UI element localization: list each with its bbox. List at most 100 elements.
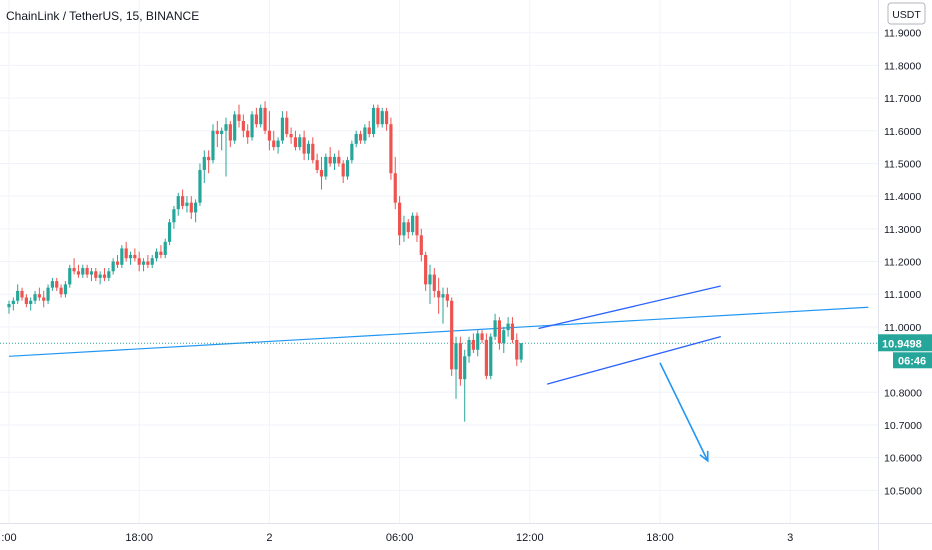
candle-body <box>246 130 250 138</box>
candle <box>402 215 406 242</box>
candle-body <box>250 114 254 138</box>
candle <box>350 140 354 164</box>
candle-body <box>315 160 319 170</box>
candle-body <box>263 107 267 131</box>
candle-body <box>445 294 449 301</box>
candle-body <box>233 114 237 141</box>
candle <box>302 130 306 161</box>
time-tick-label: 18:00 <box>646 532 674 544</box>
candle <box>172 205 176 229</box>
candle <box>42 290 46 308</box>
price-tick-label: 11.0000 <box>884 322 921 334</box>
price-axis[interactable]: 11.9000 11.8000 11.7000 11.6000 11.5000 11.40… <box>878 0 932 550</box>
candle <box>181 189 185 210</box>
candle <box>432 268 436 298</box>
time-tick-label: 06:00 <box>386 532 414 544</box>
candle <box>59 284 63 298</box>
candle <box>298 134 302 151</box>
candles <box>7 101 523 422</box>
price-tick-label: 10.7000 <box>884 420 922 432</box>
candle-body <box>411 215 415 233</box>
projection-arrow-head <box>699 450 709 463</box>
candle <box>167 219 172 246</box>
candle <box>233 111 237 144</box>
candle-body <box>20 290 24 298</box>
candle <box>63 281 68 298</box>
candle-body <box>111 261 115 272</box>
candle-body <box>467 339 471 357</box>
candle <box>76 264 81 278</box>
candle <box>384 107 389 131</box>
time-axis[interactable]: :00 18:00 2 06:00 12:00 18:00 3 <box>0 523 932 550</box>
countdown-label: 06:46 <box>898 355 926 367</box>
time-tick-label: 18:00 <box>125 532 153 544</box>
candle-body <box>194 202 198 213</box>
candle-body <box>502 330 506 344</box>
candle-body <box>76 271 81 275</box>
candle <box>497 317 502 350</box>
candle <box>515 333 519 367</box>
candle-body <box>337 156 341 164</box>
candle <box>11 297 15 311</box>
candle-body <box>181 196 185 206</box>
candle-body <box>46 287 50 301</box>
candle-body <box>428 274 432 285</box>
candle <box>506 317 510 337</box>
candle-body <box>354 134 358 144</box>
candle <box>89 268 94 282</box>
candle-body <box>98 274 102 278</box>
candle <box>24 294 28 308</box>
candle-body <box>167 222 172 242</box>
candle-body <box>185 202 189 206</box>
candle <box>254 107 258 128</box>
candle-body <box>376 107 380 125</box>
candle-body <box>85 268 89 275</box>
candle-body <box>215 130 219 135</box>
candle-body <box>510 323 515 340</box>
currency-button-label: USDT <box>892 9 921 21</box>
price-tick-label: 11.2000 <box>884 257 921 269</box>
candle-body <box>289 134 293 138</box>
candle-body <box>128 254 133 259</box>
candle-body <box>367 127 371 135</box>
candle-body <box>7 303 11 308</box>
candle-body <box>33 294 37 301</box>
candle <box>20 287 24 301</box>
candle-body <box>489 336 493 376</box>
candle <box>146 254 150 269</box>
candle <box>476 330 480 357</box>
candle <box>159 245 163 259</box>
candle-body <box>163 241 167 255</box>
candle <box>46 284 50 304</box>
candle <box>237 104 241 128</box>
candle <box>72 258 76 275</box>
candle <box>393 156 397 210</box>
candle <box>306 140 311 161</box>
candle-body <box>154 251 159 259</box>
candle <box>124 241 128 262</box>
candle <box>150 254 154 269</box>
candle <box>337 150 341 167</box>
candle-body <box>189 202 193 213</box>
candle <box>267 111 271 151</box>
candle <box>280 111 285 144</box>
price-tick-label: 11.6000 <box>884 126 921 138</box>
candle <box>510 317 515 344</box>
candle <box>363 124 367 144</box>
candle <box>102 268 107 282</box>
candle <box>81 264 85 278</box>
candle-body <box>259 107 263 125</box>
candle <box>463 349 467 422</box>
candle-body <box>120 248 124 265</box>
candle-body <box>115 261 120 265</box>
candle-body <box>497 320 502 344</box>
candle <box>120 245 124 269</box>
currency-button[interactable] <box>887 2 926 25</box>
candle <box>85 264 89 278</box>
candle-body <box>207 156 211 161</box>
candle-body <box>94 271 98 278</box>
candle-body <box>237 114 241 121</box>
candle <box>285 111 289 138</box>
price-tick-label: 11.4000 <box>884 191 921 203</box>
